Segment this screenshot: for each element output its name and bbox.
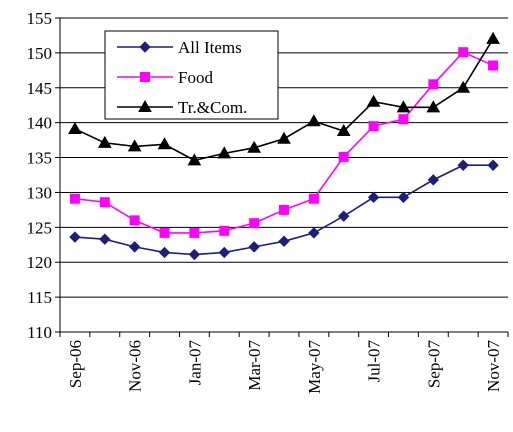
y-tick-label: 115 (27, 288, 52, 307)
data-point-food (129, 215, 140, 226)
data-point-tr-com (486, 31, 500, 44)
data-point-all-items (367, 191, 380, 204)
data-point-food (69, 193, 80, 204)
x-tick-label: Nov-06 (126, 340, 145, 392)
data-point-tr-com (396, 100, 411, 113)
legend-marker-tr-com (138, 99, 152, 112)
data-point-tr-com (68, 121, 82, 134)
data-point-all-items (69, 231, 81, 243)
data-point-food (279, 204, 289, 215)
data-point-tr-com (336, 124, 351, 137)
data-point-tr-com (187, 153, 202, 166)
series-group (68, 31, 500, 261)
data-point-all-items (487, 159, 499, 171)
data-point-tr-com (247, 140, 261, 153)
data-point-food (458, 47, 469, 58)
data-point-all-items (128, 241, 141, 253)
data-point-tr-com (97, 135, 112, 148)
x-tick-label: Jul-07 (365, 340, 384, 383)
x-axis: Sep-06 Nov-06 Jan-07 Mar-07 May-07 Jul-07 Sep-… (59, 331, 509, 394)
y-tick-label: 120 (27, 253, 53, 272)
y-tick-label: 130 (27, 183, 53, 202)
data-point-all-items (308, 227, 320, 239)
data-point-tr-com (217, 146, 232, 159)
x-tick-label: Mar-07 (245, 340, 264, 391)
legend-box (104, 30, 279, 120)
legend: All Items Food Tr.&Com. (104, 30, 279, 120)
y-tick-label: 150 (27, 44, 53, 63)
data-point-tr-com (456, 80, 471, 93)
data-point-all-items (218, 246, 230, 259)
x-tick-label: May-07 (305, 340, 324, 394)
y-tick-label: 145 (27, 79, 53, 98)
data-point-food (488, 60, 499, 71)
legend-label-food: Food (178, 68, 213, 87)
x-tick-label: Sep-06 (66, 340, 85, 388)
data-point-all-items (158, 246, 171, 259)
data-point-all-items (338, 210, 350, 222)
y-tick-label: 125 (27, 218, 53, 237)
data-point-tr-com (307, 114, 321, 127)
series-all-items (69, 159, 499, 261)
data-point-tr-com (426, 100, 441, 113)
data-point-all-items (278, 235, 290, 247)
data-point-all-items (248, 241, 260, 253)
data-point-food (249, 218, 260, 229)
x-tick-label: Nov-07 (484, 340, 503, 392)
y-tick-label: 110 (27, 323, 52, 342)
data-point-food (189, 227, 200, 238)
data-point-all-items (427, 174, 440, 186)
data-point-tr-com (277, 131, 291, 144)
data-point-all-items (188, 248, 201, 261)
data-point-food (368, 121, 379, 132)
y-tick-label: 140 (27, 114, 53, 133)
data-point-tr-com (157, 137, 172, 150)
data-point-food (398, 114, 409, 125)
data-point-food (428, 79, 439, 90)
series-food (69, 47, 499, 238)
data-point-food (338, 151, 349, 162)
data-point-all-items (397, 191, 410, 204)
legend-marker-food (140, 72, 150, 82)
series-tr-com (68, 31, 500, 166)
data-point-food (308, 193, 319, 204)
y-tick-label: 135 (27, 149, 53, 168)
x-tick-label: Sep-07 (424, 340, 443, 389)
data-point-food (219, 225, 230, 236)
y-axis: 155 150 145 140 135 130 125 120 115 110 (27, 9, 61, 342)
legend-label-all-items: All Items (178, 38, 242, 57)
data-point-all-items (457, 159, 469, 171)
y-tick-label: 155 (27, 9, 53, 28)
data-point-all-items (99, 233, 111, 245)
legend-label-tr-com: Tr.&Com. (178, 98, 247, 117)
data-point-food (99, 197, 110, 208)
data-point-tr-com (127, 139, 142, 152)
data-point-food (159, 227, 170, 238)
legend-marker-all-items (139, 41, 151, 53)
data-point-tr-com (366, 94, 381, 107)
x-tick-label: Jan-07 (185, 340, 204, 386)
